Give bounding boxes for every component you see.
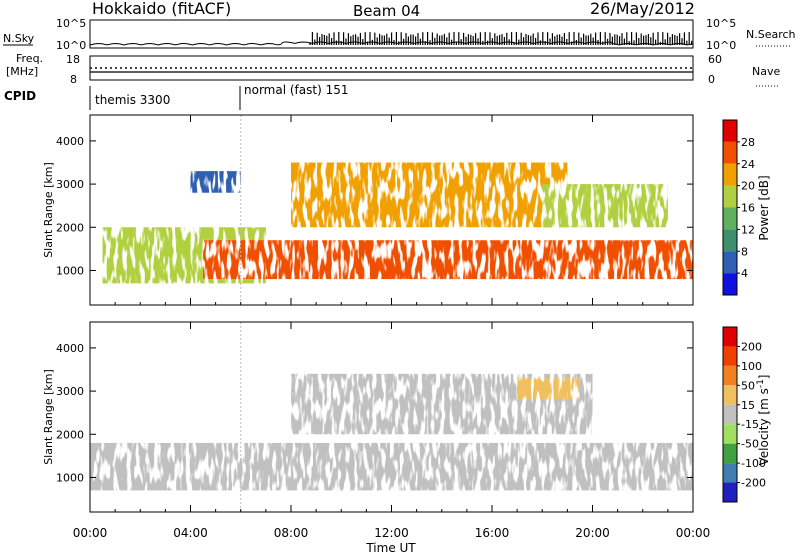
beam-title: Beam 04 <box>353 2 420 20</box>
power-echo-band <box>542 184 668 228</box>
velocity-ytick-label: 4000 <box>56 342 84 355</box>
velocity-colorbar-tick-label: 100 <box>741 360 762 373</box>
time-tick-label: 08:00 <box>274 526 309 540</box>
velocity-ytick-label: 3000 <box>56 385 84 398</box>
velocity-colorbar-tick-label: -100 <box>741 457 766 470</box>
velocity-colorbar-cell <box>723 463 737 483</box>
power-colorbar-cell <box>723 207 737 230</box>
velocity-colorbar-frame <box>722 326 738 503</box>
power-colorbar-cell <box>723 251 737 274</box>
power-colorbar-cell <box>723 141 737 164</box>
power-echo-band <box>203 240 693 280</box>
velocity-colorbar-label: Velocity [m s-1] <box>756 375 771 466</box>
power-colorbar-tick-label: 12 <box>741 223 755 236</box>
time-tick-label: 00:00 <box>73 526 108 540</box>
velocity-colorbar-tick-label: 50 <box>741 379 755 392</box>
time-tick-label: 16:00 <box>475 526 510 540</box>
nsky-left-tick-top: 10^5 <box>56 17 86 30</box>
nave-label: Nave <box>752 65 780 78</box>
power-colorbar-label: Power [dB] <box>757 175 771 240</box>
velocity-ylabel: Slant Range [km] <box>42 369 55 465</box>
velocity-echo-band <box>517 378 580 400</box>
velocity-field <box>90 322 693 512</box>
power-colorbar-tick-label: 28 <box>741 136 755 149</box>
power-colorbar-cell <box>723 185 737 208</box>
time-tick-label: 00:00 <box>676 526 711 540</box>
power-ytick-label: 4000 <box>56 135 84 148</box>
power-colorbar-tick-label: 20 <box>741 180 755 193</box>
freq-unit-label: [MHz] <box>6 65 38 78</box>
time-axis-label: Time UT <box>365 541 416 554</box>
power-echo-band <box>190 171 241 193</box>
nsearch-label: N.Search <box>746 28 796 41</box>
nave-tick-top: 60 <box>708 53 722 66</box>
cpid-program-2: normal (fast) 151 <box>244 83 348 97</box>
velocity-axes: 1000 2000 3000 4000 00:00 04:00 08:00 12:00 16:0… <box>56 322 710 540</box>
power-ytick-label: 2000 <box>56 221 84 234</box>
power-colorbar-cell <box>723 163 737 186</box>
velocity-colorbar-cell <box>723 365 737 386</box>
freq-tick-top: 18 <box>66 53 80 66</box>
velocity-colorbar-tick-label: 15 <box>741 399 755 412</box>
station-title: Hokkaido (fitACF) <box>92 0 231 18</box>
nsky-label: N.Sky <box>3 32 35 45</box>
power-ytick-label: 3000 <box>56 178 84 191</box>
power-colorbar-cell <box>723 273 737 295</box>
power-echo-layer <box>102 162 693 284</box>
velocity-echo-layer <box>90 373 693 491</box>
velocity-colorbar-tick-label: -50 <box>741 438 759 451</box>
nave-tick-bottom: 0 <box>708 73 715 86</box>
nsky-right-tick-top: 10^5 <box>706 17 736 30</box>
nsky-left-tick-bottom: 10^0 <box>56 39 86 52</box>
time-tick-label: 12:00 <box>374 526 409 540</box>
power-colorbar-cell <box>723 120 737 142</box>
velocity-colorbar: 200 100 50 15 -15 -50 -100 -200 <box>722 326 766 503</box>
power-ylabel: Slant Range [km] <box>42 162 55 258</box>
velocity-colorbar-cell <box>723 443 737 464</box>
freq-label: Freq. <box>16 52 43 65</box>
velocity-colorbar-cell <box>723 346 737 366</box>
cpid-program-1: themis 3300 <box>95 93 170 107</box>
velocity-colorbar-tick-label: 200 <box>741 340 762 353</box>
velocity-ytick-label: 1000 <box>56 471 84 484</box>
power-axes: 1000 2000 3000 4000 <box>56 115 694 305</box>
velocity-colorbar-cell <box>723 424 737 444</box>
nsky-right-tick-bottom: 10^0 <box>706 39 736 52</box>
velocity-echo-band <box>90 442 693 491</box>
nsky-panel-frame <box>89 19 694 49</box>
velocity-colorbar-cell <box>723 327 737 347</box>
power-colorbar-tick-label: 4 <box>741 267 748 280</box>
time-tick-label: 20:00 <box>575 526 610 540</box>
power-ytick-label: 1000 <box>56 264 84 277</box>
velocity-colorbar-tick-label: -200 <box>741 477 766 490</box>
power-colorbar: 4 8 12 16 20 24 28 <box>722 119 755 296</box>
velocity-colorbar-cell <box>723 482 737 502</box>
power-colorbar-tick-label: 8 <box>741 245 748 258</box>
velocity-colorbar-tick-label: -15 <box>741 418 759 431</box>
time-tick-label: 04:00 <box>173 526 208 540</box>
power-colorbar-cell <box>723 229 737 252</box>
power-field <box>102 115 693 305</box>
velocity-ytick-label: 2000 <box>56 428 84 441</box>
nsearch-bars <box>309 32 693 45</box>
cpid-label: CPID <box>4 89 36 103</box>
date-title: 26/May/2012 <box>590 0 695 18</box>
freq-tick-bottom: 8 <box>70 73 77 86</box>
power-colorbar-tick-label: 16 <box>741 202 755 215</box>
velocity-colorbar-cell <box>723 385 737 405</box>
power-echo-band <box>291 162 568 228</box>
power-colorbar-tick-label: 24 <box>741 158 755 171</box>
velocity-colorbar-cell <box>723 404 737 425</box>
